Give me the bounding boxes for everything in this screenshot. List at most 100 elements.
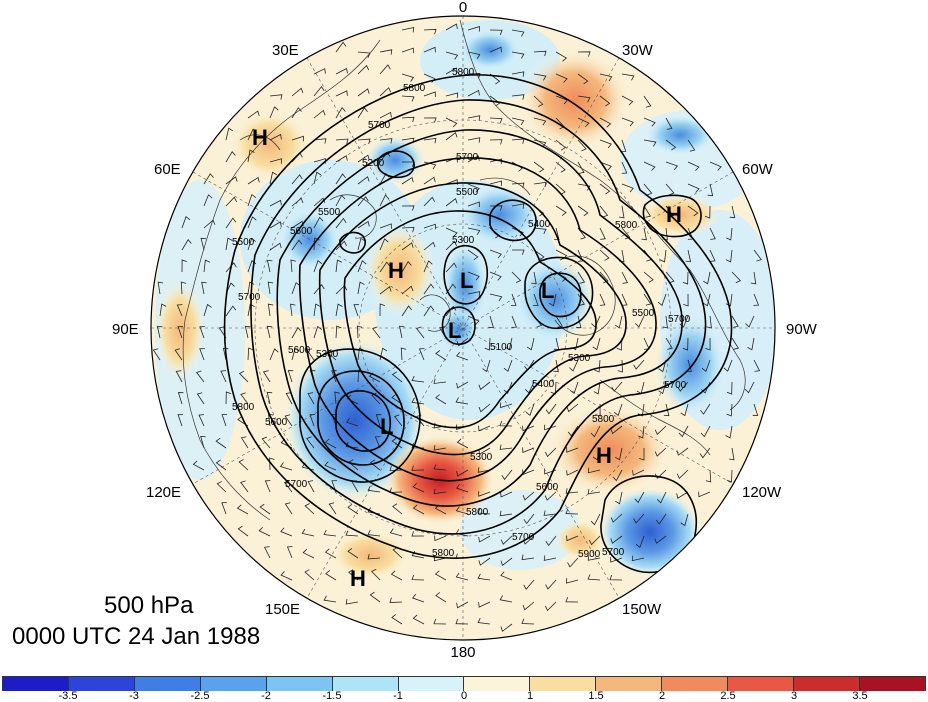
wind-barb: [240, 436, 249, 449]
wind-barb: [456, 469, 469, 477]
high-center-label: H: [666, 202, 682, 227]
wind-barb: [549, 293, 557, 307]
wind-barb: [489, 205, 503, 211]
wind-barb: [280, 571, 293, 581]
wind-barb: [313, 85, 325, 97]
wind-barb: [725, 425, 733, 439]
wind-barb: [433, 378, 447, 384]
wind-barb: [587, 574, 601, 581]
wind-barb: [334, 391, 340, 405]
wind-barb: [745, 315, 755, 328]
wind-barb: [478, 601, 491, 608]
wind-barb: [357, 88, 370, 97]
wind-barb: [401, 205, 415, 211]
wind-barb: [654, 469, 667, 479]
wind-barb: [567, 557, 579, 568]
wind-barb: [731, 315, 739, 328]
wind-barb: [753, 293, 760, 306]
wind-barb: [599, 73, 613, 82]
wind-barb: [269, 199, 282, 207]
wind-barb: [445, 23, 458, 31]
wind-barb: [445, 262, 457, 273]
wind-barb: [433, 488, 447, 495]
wind-barb: [237, 525, 249, 537]
wind-barb: [269, 242, 282, 251]
wind-barb: [177, 326, 184, 339]
wind-barb: [435, 350, 447, 361]
wind-barb: [533, 227, 547, 234]
wind-barb: [599, 95, 611, 107]
wind-barb: [478, 381, 491, 391]
high-center-label: H: [388, 258, 404, 283]
wind-barb: [611, 381, 623, 392]
wind-barb: [643, 95, 652, 108]
wind-barb: [433, 464, 447, 471]
wind-barb: [725, 293, 733, 307]
wind-barb: [525, 403, 535, 416]
wind-barb: [433, 445, 447, 451]
wind-barb: [280, 527, 293, 537]
wind-barb: [324, 548, 337, 559]
wind-barb: [357, 325, 363, 339]
wind-barb: [680, 403, 689, 417]
wind-barb: [374, 436, 381, 449]
wind-barb: [203, 303, 212, 317]
wind-barb: [511, 203, 525, 209]
wind-barb: [328, 502, 337, 515]
wind-barb: [326, 349, 337, 361]
wind-barb: [389, 528, 403, 537]
wind-barb: [198, 414, 205, 427]
wind-barb: [555, 161, 566, 173]
wind-barb: [701, 359, 711, 372]
wind-barb: [203, 259, 211, 273]
wind-barb: [511, 227, 524, 237]
wind-barb: [521, 618, 535, 625]
wind-barb: [225, 151, 236, 163]
wind-barb: [379, 261, 391, 273]
wind-barb: [269, 158, 282, 164]
pressure-centers: H H H H H L L L L: [252, 125, 682, 591]
wind-barb: [240, 392, 249, 405]
wind-barb: [456, 381, 469, 389]
wind-barb: [304, 503, 315, 515]
timestamp-title: 0000 UTC 24 Jan 1988: [12, 623, 261, 650]
lon-label-30w: 30W: [622, 42, 654, 59]
wind-barb: [392, 503, 403, 515]
wind-barb: [433, 618, 447, 625]
wind-barb: [676, 447, 689, 456]
contour-label: 5300: [316, 349, 339, 360]
wind-barb: [621, 117, 634, 127]
contour-label: 5700: [602, 547, 625, 558]
wind-barb: [258, 526, 271, 537]
wind-barb: [331, 370, 337, 383]
contour-label: 5200: [362, 158, 385, 169]
wind-barb: [345, 441, 359, 449]
wind-barb: [665, 271, 675, 284]
wind-barb: [555, 51, 568, 62]
wind-barb: [555, 315, 563, 328]
wind-barb: [225, 176, 238, 185]
wind-barb: [499, 444, 513, 450]
wind-barb: [621, 161, 628, 174]
wind-barb: [621, 271, 629, 284]
wind-barb: [215, 459, 227, 471]
wind-barb: [489, 249, 502, 259]
colorbar-swatch: [332, 677, 399, 691]
wind-barb: [357, 260, 367, 273]
wind-barb: [577, 51, 591, 57]
wind-barb: [346, 394, 359, 405]
wind-barb: [411, 465, 425, 471]
wind-barb: [511, 315, 518, 328]
level-title: 500 hPa: [104, 592, 194, 619]
wind-barb: [656, 491, 667, 504]
wind-barb: [244, 325, 251, 339]
wind-barb: [726, 381, 733, 395]
wind-barb: [702, 293, 711, 307]
wind-barb: [521, 554, 535, 561]
wind-barb: [401, 47, 414, 54]
contour-label: 5600: [536, 482, 559, 493]
wind-barb: [750, 271, 757, 285]
wind-barb: [357, 220, 370, 229]
wind-barb: [477, 617, 491, 625]
wind-barb: [262, 370, 271, 383]
